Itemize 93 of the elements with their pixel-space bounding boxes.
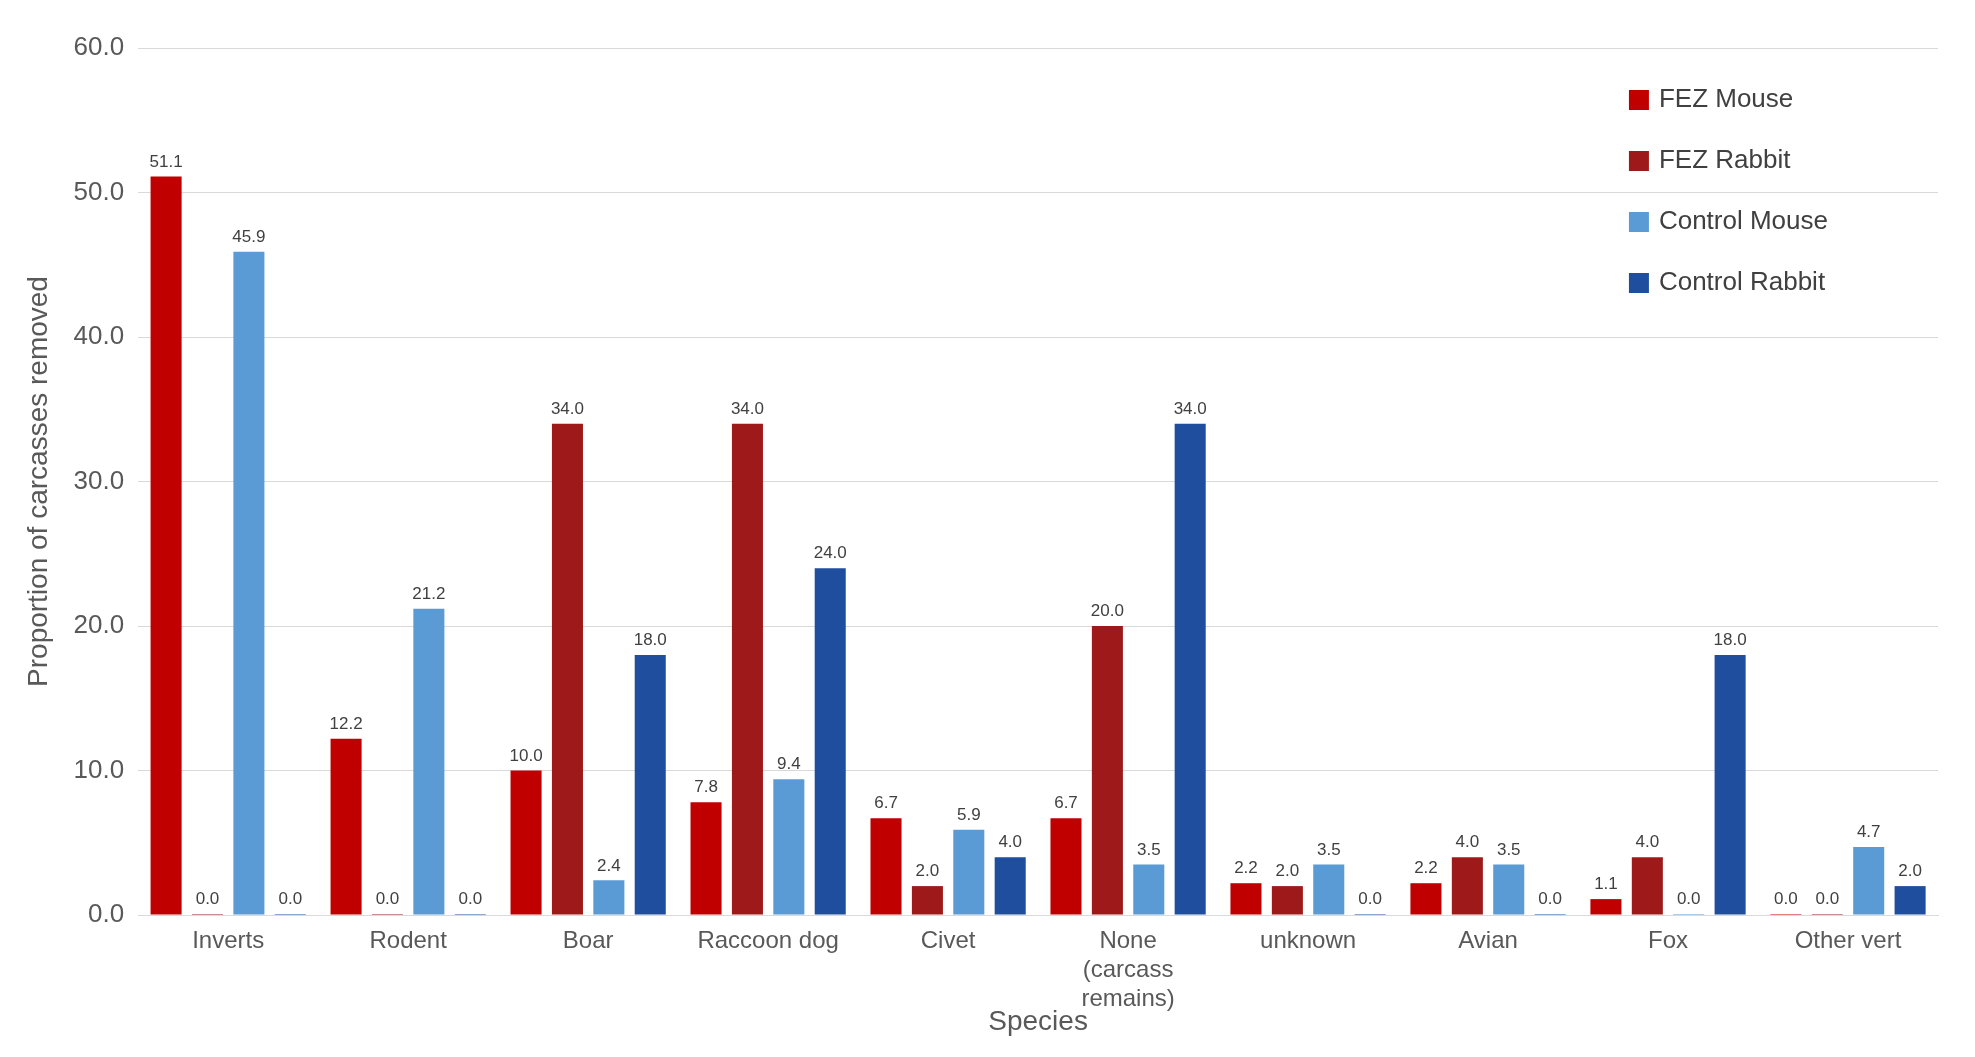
data-label: 34.0 [1173,398,1207,418]
data-label: 4.0 [1455,832,1480,852]
x-tick-label: Boar [562,926,614,954]
bar [953,829,985,915]
x-tick-label: Avian [1458,926,1518,954]
bar [1313,864,1345,915]
bar [510,770,542,915]
y-tick-label: 10.0 [73,753,125,784]
bar [731,423,763,915]
bar [551,423,583,915]
bar [1493,864,1525,915]
bar [413,608,445,915]
y-tick-label: 30.0 [73,464,125,495]
bar [1714,654,1746,915]
data-label: 0.0 [1358,889,1382,909]
bar [1271,886,1303,915]
data-label: 0.0 [1815,889,1840,909]
bar [150,176,182,915]
bar [1853,847,1885,915]
data-label: 6.7 [1054,793,1078,813]
bar [634,654,666,915]
data-label: 0.0 [458,889,483,909]
data-label: 2.4 [597,855,621,875]
y-tick-label: 60.0 [73,31,125,62]
bar [1133,864,1165,915]
legend-label: FEZ Mouse [1658,83,1794,114]
data-label: 2.0 [1898,861,1922,881]
x-tick-label: Civet [920,926,976,954]
data-label: 0.0 [278,889,303,909]
data-label: 24.0 [813,543,847,563]
bar [773,779,805,915]
bar [1451,857,1483,915]
data-label: 3.5 [1316,839,1341,859]
bar [690,802,722,915]
data-label: 7.8 [694,777,718,797]
data-label: 12.2 [329,713,363,733]
data-label: 9.4 [777,754,801,774]
bar [1894,886,1926,915]
data-label: 4.0 [1635,832,1660,852]
data-label: 0.0 [195,889,220,909]
y-tick-label: 20.0 [73,609,125,640]
x-tick-label: unknown [1260,926,1357,954]
data-label: 45.9 [232,226,266,246]
bar [911,886,943,915]
bar [1091,626,1123,915]
data-label: 4.7 [1856,822,1881,842]
bar [1174,423,1206,915]
y-tick-label: 40.0 [73,320,125,351]
data-label: 1.1 [1594,874,1618,894]
x-tick-label: Other vert [1794,926,1902,954]
bar [1050,818,1082,915]
data-label: 10.0 [509,745,543,765]
legend-label: FEZ Rabbit [1658,144,1792,175]
data-label: 4.0 [998,832,1023,852]
y-axis-title: Proportion of carcasses removed [21,276,53,687]
data-label: 3.5 [1136,839,1161,859]
data-label: 51.1 [149,151,183,171]
bar [814,568,846,915]
bar [1631,857,1663,915]
x-tick-label: Inverts [192,926,265,954]
bar [994,857,1026,915]
data-label: 6.7 [874,793,898,813]
legend-label: Control Rabbit [1658,266,1826,297]
bar [593,880,625,915]
data-label: 5.9 [956,804,981,824]
bar [1230,883,1262,915]
y-tick-label: 50.0 [73,175,125,206]
data-label: 34.0 [730,398,764,418]
data-label: 0.0 [375,889,400,909]
bar [1410,883,1442,915]
x-tick-label: Fox [1648,926,1689,954]
legend-label: Control Mouse [1658,205,1828,236]
bar [1590,899,1622,915]
data-label: 20.0 [1090,601,1124,621]
data-label: 21.2 [412,583,446,603]
data-label: 2.0 [915,861,940,881]
bar [330,738,362,915]
data-label: 18.0 [1713,630,1747,650]
y-tick-label: 0.0 [88,898,125,929]
data-label: 0.0 [1676,889,1701,909]
data-label: 3.5 [1496,839,1521,859]
x-tick-label: Raccoon dog [697,926,839,954]
x-tick-label: None (carcass remains) [1081,926,1175,1011]
bar [870,818,902,915]
bar [233,251,265,915]
data-label: 0.0 [1538,889,1562,909]
data-label: 0.0 [1774,889,1798,909]
data-label: 2.2 [1234,858,1258,878]
data-label: 34.0 [550,398,584,418]
data-label: 2.2 [1414,858,1438,878]
x-tick-label: Rodent [369,926,448,954]
data-label: 2.0 [1275,861,1300,881]
data-label: 18.0 [633,630,667,650]
